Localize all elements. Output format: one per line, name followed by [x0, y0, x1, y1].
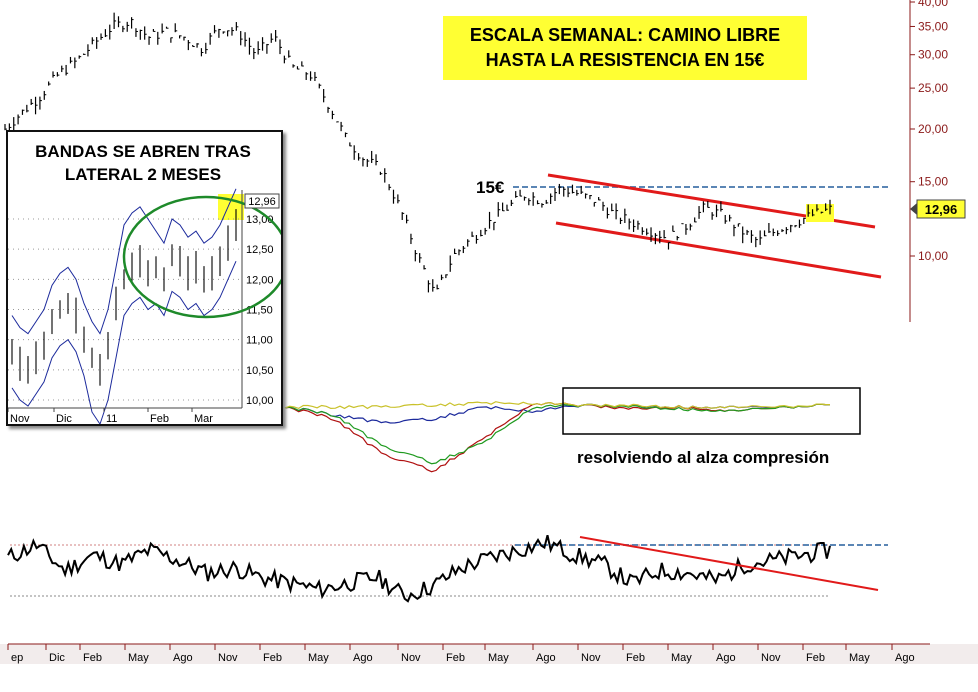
- time-tick-label: Feb: [626, 652, 645, 664]
- time-tick-label: ep: [11, 652, 23, 664]
- bollinger-lower: [11, 260, 237, 424]
- compression-box: [562, 387, 861, 435]
- resistance-label: 15€: [476, 178, 505, 197]
- price-highlight: [806, 204, 834, 222]
- last-price-pointer: [910, 203, 917, 215]
- rsi-trendline: [579, 536, 879, 591]
- time-tick-label: Feb: [806, 652, 825, 664]
- time-tick-label: Feb: [83, 652, 102, 664]
- inset-price-series: [11, 209, 237, 386]
- inset-tick-label: 12,00: [246, 274, 274, 286]
- price-series: [4, 12, 832, 293]
- inset-time-labels: Nov Dic 11 Feb Mar: [8, 408, 213, 424]
- rsi-series: [7, 534, 831, 603]
- inset-title-line1: BANDAS SE ABREN TRAS: [35, 142, 251, 161]
- time-tick-label: Ago: [536, 652, 556, 664]
- time-tick-label: May: [128, 652, 149, 664]
- inset-tick-label: 11,50: [246, 305, 273, 317]
- inset-title: BANDAS SE ABREN TRAS LATERAL 2 MESES: [18, 140, 268, 186]
- inset-price-label: 12,96: [248, 196, 276, 208]
- lower-trendline: [555, 221, 882, 279]
- inset-price-box: [244, 193, 280, 209]
- title-annotation: ESCALA SEMANAL: CAMINO LIBRE HASTA LA RE…: [443, 16, 807, 80]
- compression-label: resolviendo al alza compresión: [577, 448, 830, 467]
- inset-highlight-circle: [122, 195, 281, 319]
- inset-time-label: Dic: [56, 413, 72, 424]
- bollinger-upper: [11, 188, 237, 335]
- time-tick-label: Ago: [895, 652, 915, 664]
- inset-title-line2: LATERAL 2 MESES: [64, 165, 222, 184]
- time-tick-label: May: [849, 652, 870, 664]
- inset-tick-label: 10,50: [246, 365, 274, 377]
- inset-tick-label: 10,00: [246, 395, 274, 407]
- price-tick-label: 25,00: [918, 81, 948, 95]
- indicator-line: [284, 401, 831, 410]
- last-price-label: 12,96: [925, 202, 958, 217]
- price-tick-label: 35,00: [918, 19, 948, 33]
- inset-time-label: Feb: [150, 413, 169, 424]
- time-tick-label: May: [308, 652, 329, 664]
- price-axis-labels: 40,00 35,00 30,00 25,00 20,00 15,00 10,00: [918, 0, 948, 263]
- price-tick-label: 40,00: [918, 0, 948, 9]
- inset-time-label: Nov: [10, 413, 30, 424]
- time-tick-label: Nov: [581, 652, 601, 664]
- time-axis-ticks: ep Dic Feb May Ago Nov Feb May Ago Nov Feb May Ago No…: [7, 644, 915, 664]
- time-axis-band: [0, 644, 978, 664]
- title-annotation-line1: ESCALA SEMANAL: CAMINO LIBRE: [469, 25, 781, 45]
- inset-time-label: 11: [106, 413, 117, 424]
- inset-chart: BANDAS SE ABREN TRAS LATERAL 2 MESES 13,…: [6, 130, 283, 426]
- price-tick-label: 20,00: [918, 122, 948, 136]
- price-tick-label: 10,00: [918, 249, 948, 263]
- inset-grid: [8, 218, 242, 401]
- time-tick-label: Nov: [218, 652, 238, 664]
- time-tick-label: Dic: [49, 652, 65, 664]
- price-tick-label: 15,00: [918, 175, 948, 189]
- title-annotation-line2: HASTA LA RESISTENCIA EN 15€: [485, 50, 765, 70]
- time-tick-label: May: [671, 652, 692, 664]
- inset-tick-label: 12,50: [246, 244, 274, 256]
- time-tick-label: Ago: [353, 652, 373, 664]
- time-tick-label: Ago: [173, 652, 193, 664]
- time-tick-label: Ago: [716, 652, 736, 664]
- time-tick-label: Feb: [263, 652, 282, 664]
- indicator-line: [284, 403, 830, 465]
- indicator-oscillator-panel: [284, 401, 831, 473]
- time-tick-label: May: [488, 652, 509, 664]
- time-tick-label: Feb: [446, 652, 465, 664]
- inset-time-label: Mar: [194, 413, 213, 424]
- time-tick-label: Nov: [761, 652, 781, 664]
- price-axis-ticks: [910, 1, 915, 257]
- inset-tick-label: 11,00: [246, 335, 273, 347]
- price-tick-label: 30,00: [918, 48, 948, 62]
- time-tick-label: Nov: [401, 652, 421, 664]
